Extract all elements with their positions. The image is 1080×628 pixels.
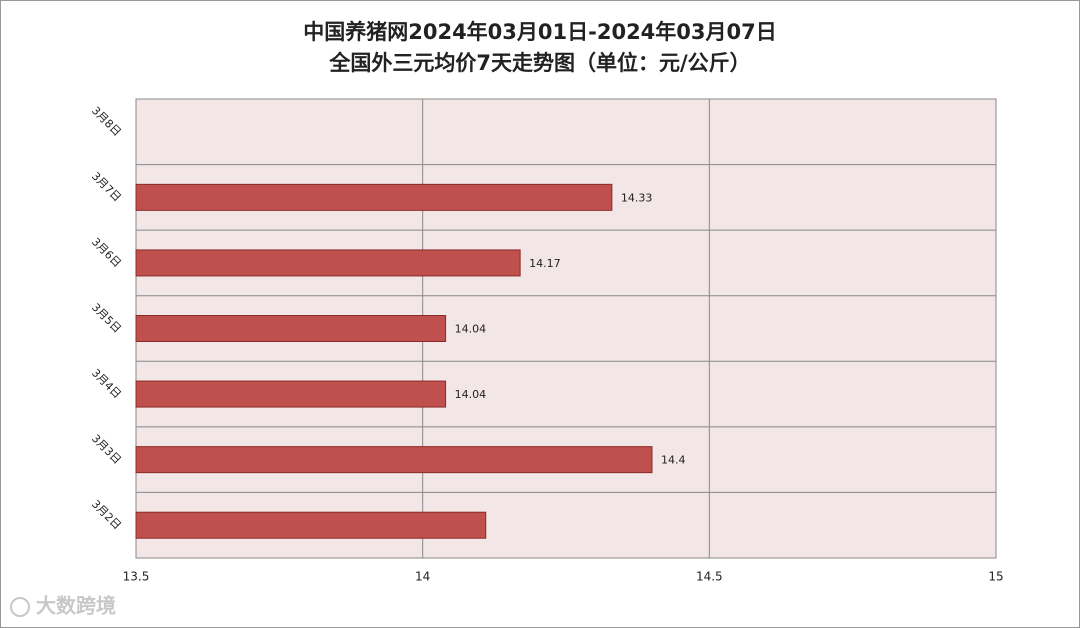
watermark: 大数跨境: [36, 594, 116, 618]
x-tick-label: 15: [988, 570, 1003, 584]
x-tick-label: 14.5: [696, 570, 723, 584]
bar: [135, 249, 521, 277]
bar: [135, 380, 447, 408]
bar: [135, 511, 487, 539]
x-tick-label: 14: [415, 570, 430, 584]
value-label: 14.04: [455, 388, 487, 401]
value-label: 14.17: [529, 257, 561, 270]
bar: [135, 315, 447, 342]
bar: [135, 446, 653, 474]
bar: [135, 183, 613, 211]
chart-subtitle: 全国外三元均价7天走势图（单位：元/公斤）: [328, 51, 750, 75]
watermark-icon: [10, 597, 30, 617]
value-label: 14.04: [455, 323, 487, 336]
x-tick-label: 13.5: [123, 570, 150, 584]
value-label: 14.33: [621, 191, 653, 204]
chart-title: 中国养猪网2024年03月01日-2024年03月07日: [303, 20, 777, 44]
value-label: 14.4: [661, 454, 686, 467]
